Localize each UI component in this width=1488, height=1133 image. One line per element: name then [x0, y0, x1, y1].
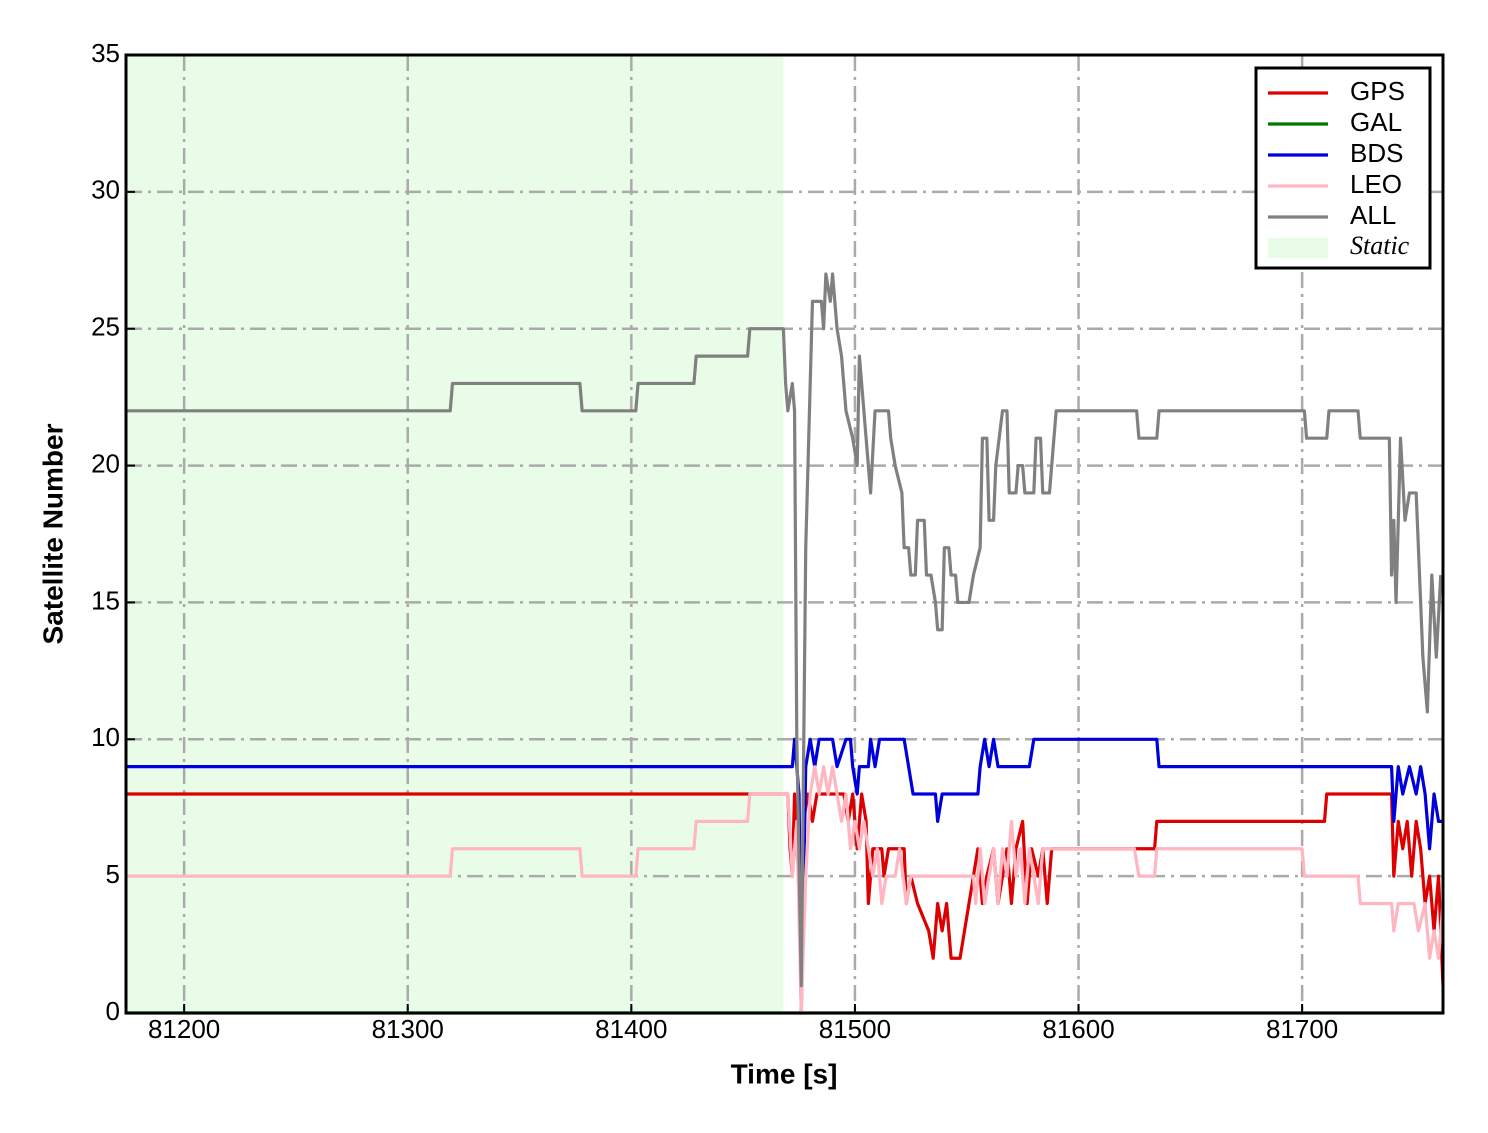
- y-tick-label: 25: [91, 312, 120, 342]
- x-tick-label: 81600: [1042, 1014, 1114, 1044]
- legend-swatch: [1268, 238, 1328, 258]
- x-tick-label: 81700: [1266, 1014, 1338, 1044]
- x-tick-label: 81400: [595, 1014, 667, 1044]
- x-tick-label: 81500: [819, 1014, 891, 1044]
- x-axis-title: Time [s]: [731, 1058, 838, 1089]
- legend-label: GPS: [1350, 76, 1405, 106]
- legend-label: ALL: [1350, 200, 1396, 230]
- x-tick-label: 81200: [148, 1014, 220, 1044]
- y-axis-title: Satellite Number: [37, 423, 68, 644]
- y-tick-label: 5: [106, 859, 120, 889]
- legend-label: GAL: [1350, 107, 1402, 137]
- static-region: [126, 55, 784, 1013]
- legend-box: [1254, 66, 1432, 270]
- y-tick-label: 30: [91, 175, 120, 205]
- plot-frame: [124, 53, 1445, 1015]
- y-tick-label: 20: [91, 448, 120, 478]
- y-tick-label: 15: [91, 585, 120, 615]
- series-line: [126, 272, 1443, 988]
- legend-label: BDS: [1350, 138, 1403, 168]
- x-tick-label: 81300: [372, 1014, 444, 1044]
- series-line: [126, 765, 1445, 1015]
- y-tick-label: 10: [91, 722, 120, 752]
- y-tick-label: 0: [106, 996, 120, 1026]
- legend-label: Static: [1350, 231, 1410, 260]
- y-tick-label: 35: [91, 38, 120, 68]
- legend-label: LEO: [1350, 169, 1402, 199]
